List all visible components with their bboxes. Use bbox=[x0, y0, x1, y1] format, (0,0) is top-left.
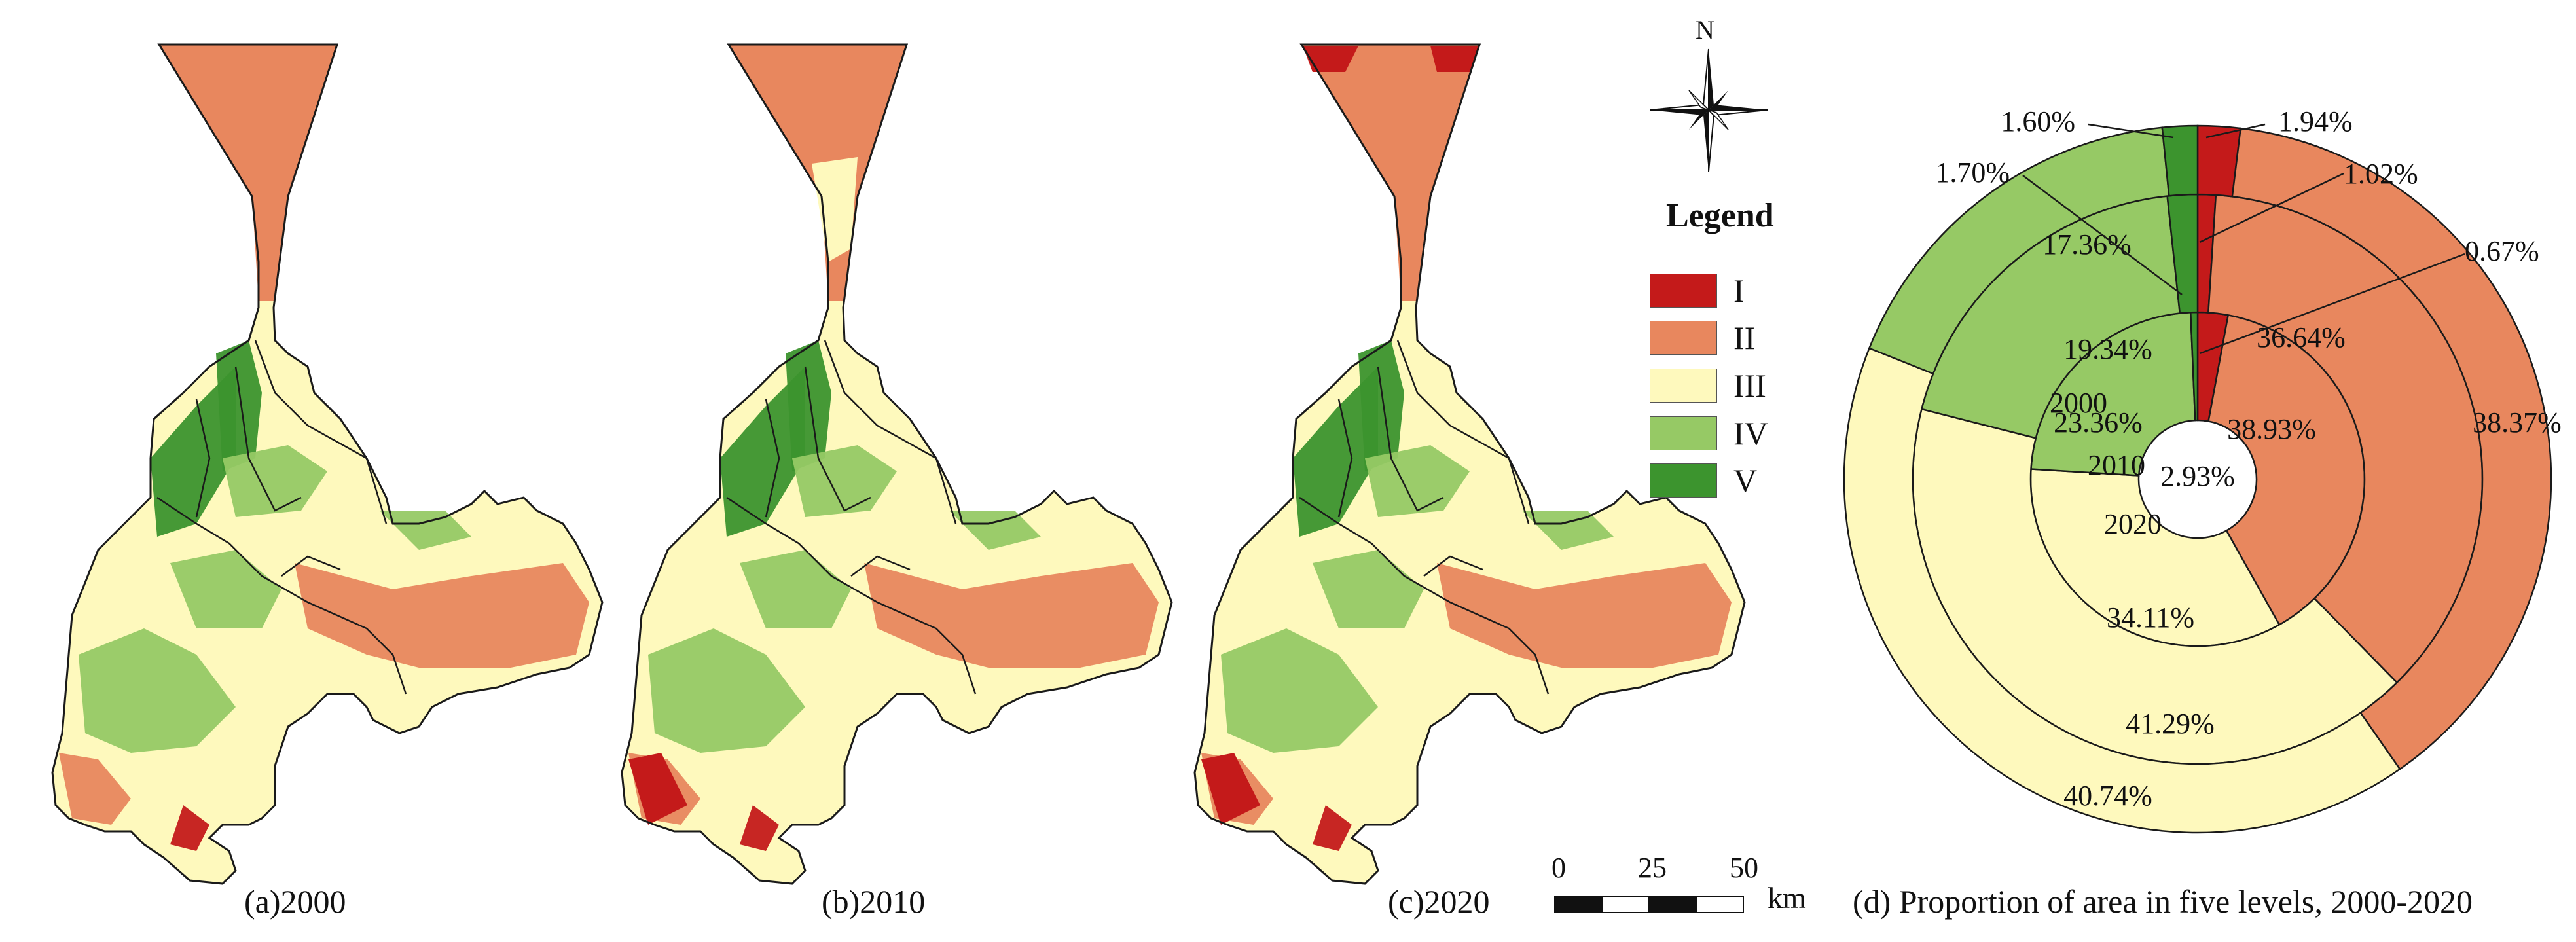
map-caption-2010: (b)2010 bbox=[822, 883, 926, 920]
north-label: N bbox=[1696, 15, 1714, 45]
ring-2000-segment-II bbox=[2231, 127, 2552, 770]
callout-leader-4 bbox=[2022, 174, 2183, 296]
ring-2020-label-IV: 23.36% bbox=[2054, 407, 2143, 439]
callout-label-2: 0.67% bbox=[2465, 235, 2539, 267]
chart-title: (d) Proportion of area in five levels, 2… bbox=[1853, 883, 2473, 920]
ring-2000-label-III: 40.74% bbox=[2063, 780, 2152, 812]
callout-label-3: 1.60% bbox=[2001, 105, 2075, 137]
ring-2020-label-III: 34.11% bbox=[2107, 602, 2194, 634]
map-caption-2000: (a)2000 bbox=[244, 883, 346, 920]
legend-title: Legend bbox=[1666, 197, 1774, 234]
legend-label-ii: II bbox=[1733, 319, 1756, 356]
legend-item-i: I bbox=[1650, 274, 1820, 313]
ring-2000-label-II: 38.37% bbox=[2473, 407, 2562, 439]
legend-label-v: V bbox=[1733, 462, 1758, 499]
map-panel-2020: (c)2020 bbox=[1142, 0, 1771, 942]
callout-label-0: 1.94% bbox=[2278, 105, 2353, 137]
ring-2000-segment-III bbox=[1843, 347, 2401, 834]
scale-unit: km bbox=[1768, 881, 1806, 915]
callout-leader-2 bbox=[2199, 253, 2465, 355]
ring-2010-label-III: 41.29% bbox=[2126, 708, 2215, 740]
legend-block: N Legend I II III IV V bbox=[1650, 0, 1846, 524]
ring-2020-label-II: 38.93% bbox=[2227, 413, 2316, 445]
map-2000 bbox=[51, 43, 604, 885]
callout-leader-0 bbox=[2205, 123, 2266, 139]
north-arrow-icon bbox=[1650, 48, 1768, 172]
scale-bar: 0 25 50 km bbox=[1551, 851, 1826, 930]
scale-tick-50: 50 bbox=[1730, 852, 1758, 884]
scale-tick-0: 0 bbox=[1551, 852, 1566, 884]
legend-item-v: V bbox=[1650, 463, 1820, 503]
map-2010 bbox=[621, 43, 1173, 885]
legend-swatch-iii bbox=[1650, 369, 1717, 403]
callout-leader-3 bbox=[2088, 123, 2174, 139]
legend-swatch-iv bbox=[1650, 416, 1717, 450]
legend-label-i: I bbox=[1733, 272, 1745, 309]
scale-bar-graphic bbox=[1554, 896, 1744, 913]
ring-2020-label-I: 2.93% bbox=[2160, 460, 2235, 492]
legend-swatch-v bbox=[1650, 463, 1717, 498]
legend-label-iii: III bbox=[1733, 367, 1766, 404]
legend-item-iii: III bbox=[1650, 369, 1820, 408]
ring-2000-label-IV: 17.36% bbox=[2042, 228, 2132, 261]
legend-item-iv: IV bbox=[1650, 416, 1820, 456]
ring-year-label-2010: 2010 bbox=[2088, 449, 2145, 481]
legend-item-ii: II bbox=[1650, 321, 1820, 360]
donut-chart-panel: 2.93% 38.93% 34.11% 23.36% 36.64% 41.29% 19.34… bbox=[1820, 85, 2576, 942]
ring-year-label-2020: 2020 bbox=[2104, 508, 2162, 540]
legend-swatch-ii bbox=[1650, 321, 1717, 355]
map-panel-2010: (b)2010 bbox=[570, 0, 1198, 942]
map-2020 bbox=[1193, 43, 1746, 885]
callout-label-1: 1.02% bbox=[2344, 158, 2418, 190]
north-arrow: N bbox=[1650, 0, 1768, 183]
ring-2000-segment-V bbox=[2161, 124, 2199, 197]
map-caption-2020: (c)2020 bbox=[1388, 883, 1490, 920]
donut-chart: 2.93%38.93%34.11%23.36%36.64%41.29%19.34… bbox=[1843, 105, 2562, 834]
ring-year-label-2000: 2000 bbox=[2050, 387, 2107, 419]
scale-tick-25: 25 bbox=[1638, 852, 1667, 884]
legend-label-iv: IV bbox=[1733, 415, 1768, 452]
callout-label-4: 1.70% bbox=[1935, 156, 2010, 189]
ring-2010-label-IV: 19.34% bbox=[2063, 333, 2152, 365]
legend-swatch-i bbox=[1650, 274, 1717, 308]
callout-leader-1 bbox=[2199, 172, 2344, 244]
map-panel-2000: (a)2000 bbox=[0, 0, 628, 942]
